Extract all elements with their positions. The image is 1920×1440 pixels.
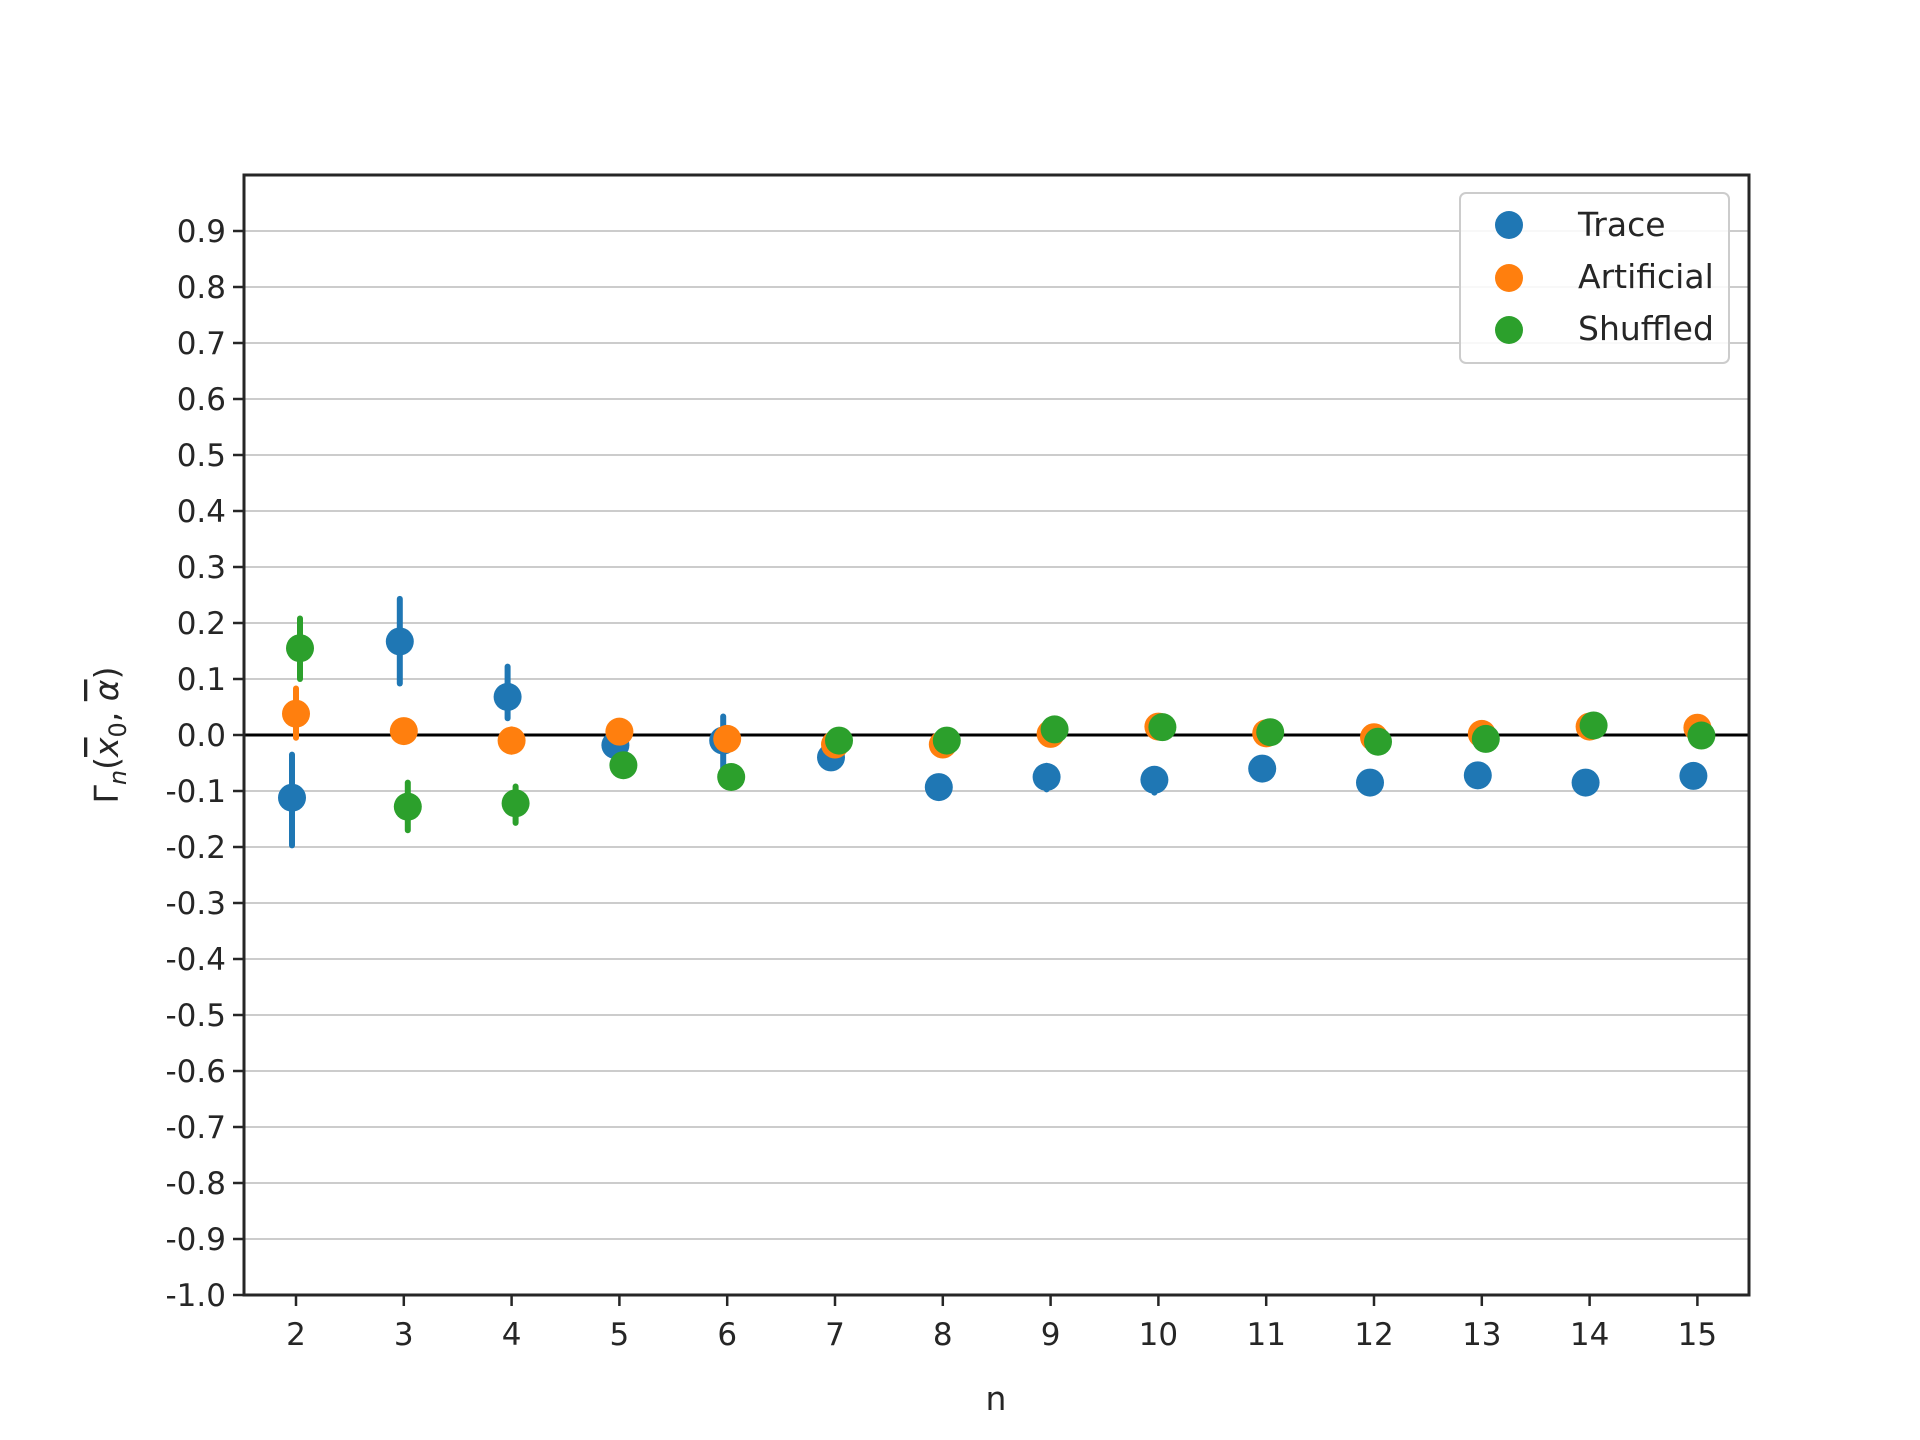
trace-point	[1140, 765, 1169, 794]
svg-text:Γn(x0, α): Γn(x0, α)	[87, 667, 132, 804]
x-tick-label: 7	[825, 1317, 845, 1353]
legend-marker-trace	[1495, 211, 1523, 239]
y-tick-label: 0.2	[177, 606, 226, 642]
y-label-gamma: Γ	[87, 784, 126, 803]
y-tick-label: 0.8	[177, 270, 226, 306]
x-tick-label: 11	[1246, 1317, 1285, 1353]
y-tick-label: 0.9	[177, 214, 226, 250]
trace-point	[385, 627, 414, 656]
y-tick-label: -0.6	[166, 1054, 227, 1090]
y-axis-ticks: -1.0 -0.9 -0.8 -0.7 -0.6 -0.5 -0.4 -0.3 -0.2 -0.1…	[166, 214, 244, 1314]
y-tick-label: -1.0	[166, 1278, 227, 1314]
y-tick-label: 0.4	[177, 494, 226, 530]
legend-marker-shuffled	[1495, 316, 1523, 344]
y-tick-label: -0.1	[166, 774, 227, 810]
x-tick-label: 13	[1462, 1317, 1501, 1353]
y-label-open-paren: (	[87, 757, 126, 770]
y-label-alpha: α	[87, 679, 126, 701]
artificial-point	[282, 699, 310, 728]
trace-point	[924, 773, 953, 802]
artificial-point	[389, 717, 418, 746]
x-axis-label: n	[986, 1379, 1007, 1418]
y-tick-label: -0.3	[166, 886, 227, 922]
y-tick-label: 0.7	[177, 326, 226, 362]
x-tick-label: 2	[286, 1317, 306, 1353]
y-tick-label: 0.3	[177, 550, 226, 586]
trace-point	[278, 783, 306, 812]
x-tick-label: 6	[717, 1317, 737, 1353]
y-tick-label: 0.6	[177, 382, 226, 418]
shuffled-point	[501, 789, 530, 818]
trace-point	[1032, 763, 1061, 791]
shuffled-point	[609, 751, 638, 780]
legend-label-shuffled: Shuffled	[1578, 309, 1714, 348]
shuffled-point	[1471, 724, 1500, 753]
y-label-sub-n: n	[104, 770, 132, 785]
x-tick-label: 10	[1139, 1317, 1178, 1353]
trace-point	[1679, 761, 1708, 790]
shuffled-point	[1040, 715, 1069, 744]
x-tick-label: 3	[394, 1317, 414, 1353]
y-tick-label: -0.8	[166, 1166, 227, 1202]
y-tick-label: -0.5	[166, 998, 227, 1034]
shuffled-point	[825, 726, 853, 755]
shuffled-point	[1148, 713, 1177, 742]
y-label-x: x	[87, 737, 126, 758]
artificial-point	[605, 717, 634, 746]
y-tick-label: 0.0	[177, 718, 226, 754]
shuffled-point	[286, 634, 314, 663]
y-tick-label: -0.9	[166, 1222, 227, 1258]
y-tick-label: 0.5	[177, 438, 226, 474]
shuffled-point	[393, 792, 422, 821]
shuffled-point	[1364, 727, 1392, 756]
x-tick-label: 14	[1570, 1317, 1609, 1353]
legend-box	[1459, 192, 1730, 364]
y-label-close-paren: )	[87, 667, 126, 680]
shuffled-point	[1256, 718, 1285, 747]
shuffled-point	[1687, 721, 1716, 750]
legend-label-artificial: Artificial	[1578, 257, 1714, 296]
trace-point	[1248, 754, 1277, 783]
x-tick-label: 5	[610, 1317, 630, 1353]
legend-label-trace: Trace	[1577, 205, 1666, 244]
x-tick-label: 12	[1354, 1317, 1393, 1353]
y-label-x-sub: 0	[104, 722, 132, 737]
y-tick-label: 0.1	[177, 662, 226, 698]
shuffled-point	[932, 726, 961, 755]
trace-point	[1463, 761, 1492, 790]
trace-point	[1571, 768, 1600, 797]
y-label-sep: ,	[87, 701, 126, 722]
legend: Trace Artificial Shuffled	[1459, 192, 1730, 364]
y-tick-label: -0.2	[166, 830, 227, 866]
x-tick-label: 8	[933, 1317, 953, 1353]
data-marks	[278, 595, 1716, 849]
artificial-point	[713, 724, 742, 753]
x-tick-label: 9	[1041, 1317, 1061, 1353]
shuffled-point	[717, 763, 746, 791]
legend-marker-artificial	[1495, 264, 1523, 292]
y-axis-label: Γn(x0, α)	[87, 667, 132, 804]
trace-point	[493, 682, 522, 711]
x-tick-label: 4	[502, 1317, 522, 1353]
x-tick-label: 15	[1678, 1317, 1717, 1353]
shuffled-point	[1579, 711, 1608, 740]
x-axis-ticks: 2 3 4 5 6 7 8 9 10 11 12 13 14 15	[286, 1295, 1717, 1353]
artificial-point	[497, 726, 526, 755]
y-tick-label: -0.7	[166, 1110, 227, 1146]
trace-point	[1356, 768, 1384, 797]
y-tick-label: -0.4	[166, 942, 227, 978]
